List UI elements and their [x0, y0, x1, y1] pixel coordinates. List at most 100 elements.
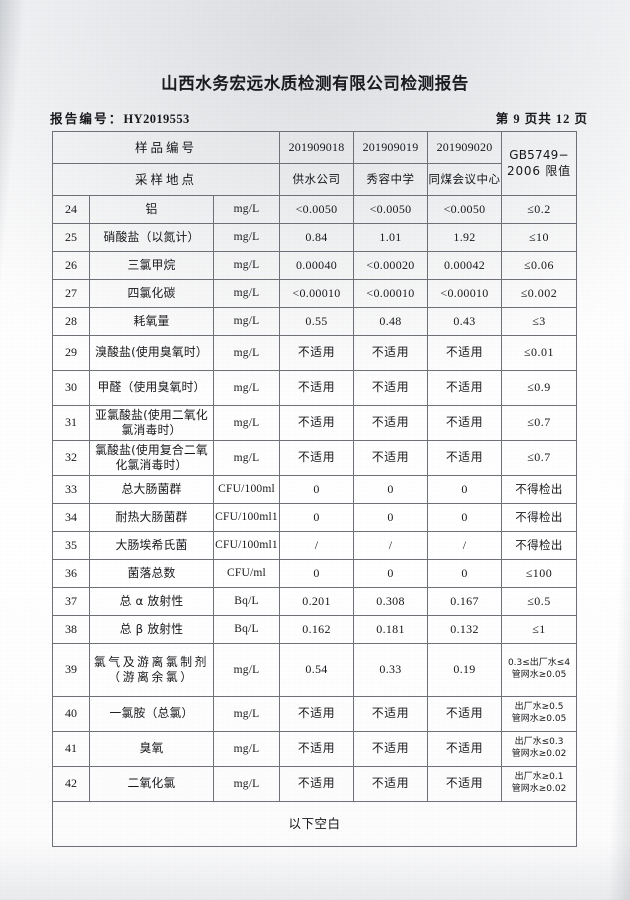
parameter-name: 耐热大肠菌群: [89, 503, 214, 532]
parameter-unit: mg/L: [212, 766, 281, 802]
table-row: 39 氯气及游离氯制剂（游离余氯） mg/L 0.54 0.33 0.19 0.3≤出厂水≤…: [52, 643, 578, 697]
limit-value-line2: 管网水≥0.05: [511, 714, 567, 724]
parameter-name: 甲醛（使用臭氧时）: [89, 370, 214, 406]
result-value-sample-1: 0.201: [279, 587, 355, 616]
row-number: 31: [52, 405, 90, 441]
header-row-sample-no: 样品编号 201909018 201909019 201909020 GB574…: [51, 131, 578, 196]
parameter-name: 大肠埃希氏菌: [89, 531, 214, 560]
result-value-sample-3: 不适用: [427, 766, 503, 802]
result-value-sample-3: 不适用: [427, 696, 503, 732]
limit-value: ≤10: [501, 223, 578, 252]
parameter-unit: mg/L: [212, 696, 281, 732]
result-value-sample-1: 0.162: [279, 615, 355, 644]
limit-value-line2: 管网水≥0.05: [511, 670, 567, 680]
parameter-unit: CFU/100ml1: [212, 503, 281, 532]
parameter-name: 二氧化氯: [89, 766, 214, 802]
row-number: 26: [52, 251, 90, 280]
result-value-sample-3: 0.132: [427, 615, 503, 644]
result-value-sample-3: 不适用: [427, 405, 503, 441]
header-standard-limit-line1: GB5749−: [509, 148, 569, 163]
row-number: 41: [52, 731, 90, 767]
result-value-sample-1: 不适用: [279, 370, 355, 406]
limit-value: ≤0.7: [501, 405, 578, 441]
limit-value-line2: 管网水≥0.02: [511, 749, 567, 759]
parameter-unit: mg/L: [212, 279, 281, 308]
result-value-sample-1: 不适用: [279, 766, 355, 802]
result-value-sample-2: 0: [353, 559, 429, 588]
table-row: 35 大肠埃希氏菌 CFU/100ml1// / 不得检出: [52, 531, 578, 560]
table-row: 28 耗氧量 mg/L 0.55 0.48 0.43 ≤3: [52, 307, 578, 336]
report-number: 报告编号：HY2019553: [50, 108, 190, 127]
table-row: 29 溴酸盐(使用臭氧时） mg/L 不适用 不适用 不适用 ≤0.01: [52, 335, 578, 371]
table-header: 样品编号 201909018 201909019 201909020 GB574…: [51, 131, 578, 196]
header-standard-limit-line2: 2006 限值: [507, 163, 571, 178]
table-row: 27 四氯化碳 mg/L <0.00010 <0.00010 <0.00010 ≤0.002: [52, 279, 578, 308]
limit-value: ≤0.5: [501, 587, 578, 616]
result-value-sample-1: 0: [279, 559, 355, 588]
row-number: 29: [52, 335, 90, 371]
result-value-sample-1: 不适用: [279, 440, 355, 476]
result-value-sample-1: 0.54: [279, 643, 355, 697]
parameter-name: 臭氧: [89, 731, 214, 767]
result-value-sample-1: /: [279, 531, 355, 560]
row-number: 39: [52, 643, 90, 697]
parameter-name: 氯酸盐(使用复合二氧化氯消毒时）: [89, 440, 214, 476]
result-value-sample-1: <0.00010: [279, 279, 355, 308]
result-value-sample-1: 0.84: [279, 223, 355, 252]
header-sample-no-3: 201909020: [427, 131, 503, 164]
result-value-sample-3: 0: [427, 559, 503, 588]
parameter-name: 溴酸盐(使用臭氧时）: [89, 335, 214, 371]
parameter-name: 一氯胺（总氯）: [89, 696, 214, 732]
header-standard-limit: GB5749− 2006 限值: [501, 131, 578, 196]
result-value-sample-3: /: [427, 531, 503, 560]
result-value-sample-2: 不适用: [353, 766, 429, 802]
water-quality-results-table: 样品编号 201909018 201909019 201909020 GB574…: [51, 131, 578, 847]
parameter-unit: CFU/100ml: [212, 475, 281, 504]
parameter-unit: mg/L: [212, 223, 281, 252]
parameter-unit: mg/L: [212, 370, 281, 406]
parameter-name: 耗氧量: [89, 307, 214, 336]
limit-value: ≤1: [501, 615, 578, 644]
report-number-value: HY2019553: [123, 112, 190, 126]
result-value-sample-3: 不适用: [427, 370, 503, 406]
parameter-name: 菌落总数: [89, 559, 214, 588]
result-value-sample-3: 0: [427, 503, 503, 532]
table-row: 34 耐热大肠菌群 CFU/100ml1 0 0 0 不得检出: [52, 503, 578, 532]
result-value-sample-2: /: [353, 531, 429, 560]
header-sampling-site-2: 秀容中学: [353, 163, 429, 196]
result-value-sample-2: <0.0050: [353, 195, 429, 224]
limit-value: 出厂水≤0.3 管网水≥0.02: [501, 731, 578, 767]
limit-value: 不得检出: [501, 531, 578, 560]
result-value-sample-2: 不适用: [353, 370, 429, 406]
row-number: 34: [52, 503, 90, 532]
limit-value: ≤0.06: [501, 251, 578, 280]
result-value-sample-1: 不适用: [279, 405, 355, 441]
result-value-sample-2: <0.00010: [353, 279, 429, 308]
row-number: 24: [52, 195, 90, 224]
limit-value: 出厂水≥0.1 管网水≥0.02: [501, 766, 578, 802]
table-row: 41 臭氧 mg/L 不适用 不适用 不适用 出厂水≤0.3 管网水≥0.02: [52, 731, 578, 767]
parameter-unit: Bq/L: [212, 615, 281, 644]
result-value-sample-2: 0: [353, 475, 429, 504]
result-value-sample-1: 不适用: [279, 731, 355, 767]
row-number: 42: [52, 766, 90, 802]
result-value-sample-3: 0.43: [427, 307, 503, 336]
row-number: 28: [52, 307, 90, 336]
table-row: 33 总大肠菌群 CFU/100ml 0 0 0 不得检出: [52, 475, 578, 504]
parameter-name: 硝酸盐（以氮计）: [89, 223, 214, 252]
result-value-sample-2: 不适用: [353, 731, 429, 767]
result-value-sample-1: 0.55: [279, 307, 355, 336]
parameter-name: 氯气及游离氯制剂（游离余氯）: [89, 643, 214, 697]
report-number-label: 报告编号：: [50, 112, 124, 126]
limit-value: 0.3≤出厂水≤4 管网水≥0.05: [501, 643, 578, 697]
limit-value: ≤0.01: [501, 335, 578, 371]
row-number: 27: [52, 279, 90, 308]
parameter-unit: mg/L: [212, 405, 281, 441]
footer-note-row: 以下空白: [51, 801, 578, 847]
parameter-name: 亚氯酸盐(使用二氧化氯消毒时）: [89, 405, 214, 441]
parameter-name: 总 α 放射性: [89, 587, 214, 616]
table-row: 31 亚氯酸盐(使用二氧化氯消毒时） mg/L 不适用 不适用 不适用 ≤0.7: [52, 405, 578, 441]
table-body: 24 铝 mg/L <0.0050 <0.0050 <0.0050 ≤0.2 25 硝酸盐（以氮…: [51, 195, 578, 847]
limit-value: ≤3: [501, 307, 578, 336]
